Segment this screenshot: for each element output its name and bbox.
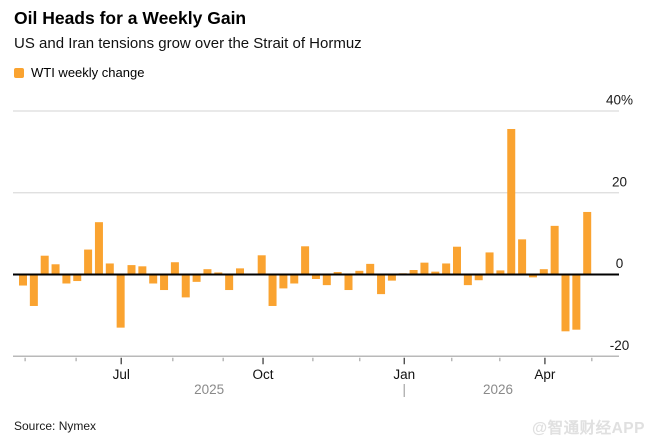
bar-week-7 [84,249,93,275]
bar-week-30 [333,272,342,275]
watermark: @智通财经APP [532,420,645,437]
bar-week-21 [236,268,244,275]
bar-week-11 [127,265,136,275]
bar-week-48 [528,274,537,278]
bar-week-25 [279,274,288,289]
bar-week-52 [572,274,581,330]
bar-week-45 [496,270,505,275]
bar-week-49 [539,269,548,275]
bar-week-19 [214,272,223,275]
bar-week-31 [344,274,353,291]
bar-week-40 [442,263,451,275]
year-label-2025: 2025 [194,382,224,397]
bar-week-53 [583,211,592,275]
bar-week-43 [474,274,483,281]
bar-week-39 [431,271,440,275]
bar-week-33 [366,263,375,275]
bar-week-38 [420,262,429,275]
chart-subtitle: US and Iran tensions grow over the Strai… [14,35,362,52]
bar-week-17 [192,274,201,282]
bar-week-51 [561,274,570,332]
year-label-2026: 2026 [483,382,513,397]
bar-week-32 [355,270,364,275]
bar-week-4 [51,264,60,275]
bar-week-27 [301,246,310,275]
legend-swatch-icon [14,67,24,78]
bar-week-3 [40,255,49,275]
bar-week-15 [170,262,179,275]
bar-week-8 [94,222,103,275]
y-axis-label-20: 20 [612,174,627,189]
y-axis-label-0: 0 [616,256,624,271]
bar-week-44 [485,252,494,275]
bar-week-24 [268,274,277,306]
bar-week-37 [409,270,418,275]
bar-week-6 [73,274,82,282]
bar-week-14 [160,274,169,291]
legend-label: WTI weekly change [31,65,145,80]
legend: WTI weekly change [14,65,144,80]
source-note: Source: Nymex [14,419,97,433]
y-axis-label--20: -20 [610,338,630,353]
bar-week-13 [149,274,158,284]
chart-title: Oil Heads for a Weekly Gain [14,8,247,28]
bar-week-2 [29,274,38,306]
bar-week-35 [387,274,396,281]
bar-week-34 [377,274,386,295]
bar-week-41 [453,246,461,275]
y-axis-label-40: 40% [606,93,633,108]
bar-week-50 [550,225,559,275]
bar-week-42 [463,274,472,286]
bar-week-9 [105,263,114,275]
bar-week-12 [138,266,147,275]
bar-week-26 [290,274,299,284]
bar-week-29 [322,274,331,286]
bar-week-46 [507,128,516,275]
bar-week-5 [62,274,71,284]
bar-week-1 [19,274,27,286]
bar-week-20 [225,274,234,291]
x-axis-label-oct: Oct [253,367,274,382]
bar-week-47 [518,239,527,275]
x-axis-label-apr: Apr [534,367,556,382]
bar-week-28 [311,274,320,279]
bar-week-10 [116,274,125,328]
bar-week-18 [203,269,212,275]
x-axis-label-jul: Jul [113,367,130,382]
bar-week-23 [257,255,266,275]
x-axis-label-jan: Jan [393,367,415,382]
bar-week-16 [181,274,190,298]
